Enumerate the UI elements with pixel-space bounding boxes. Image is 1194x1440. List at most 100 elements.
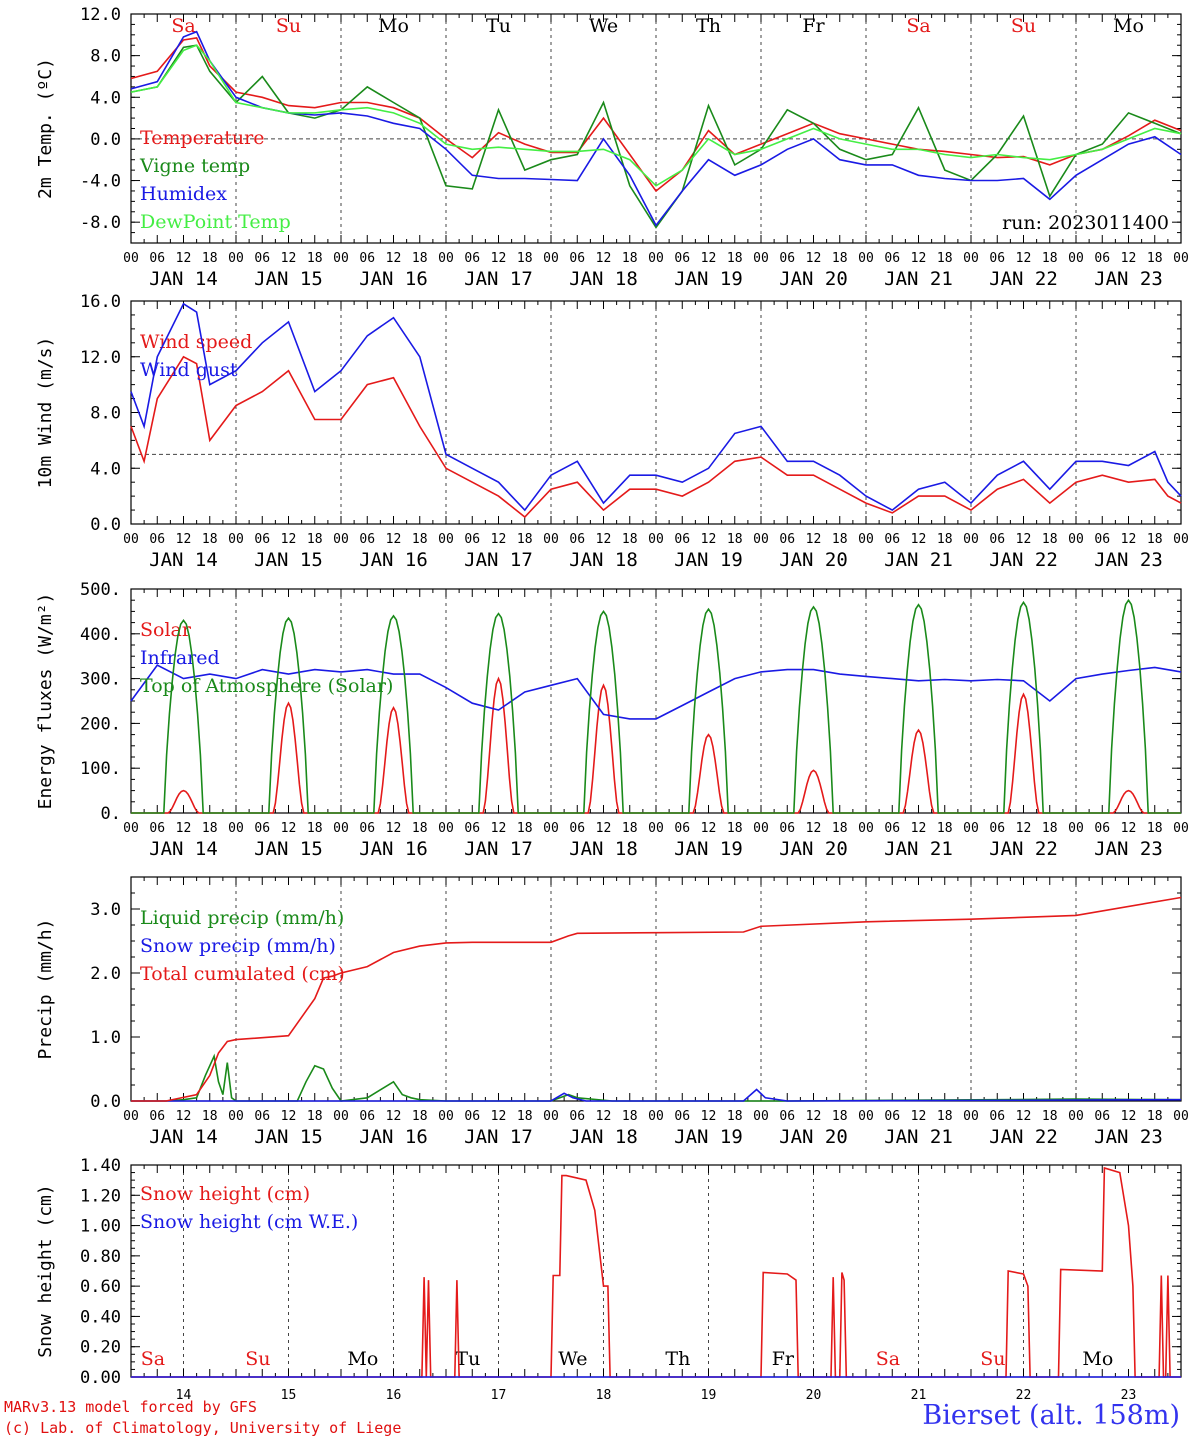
x-day-label: 16 — [386, 1388, 402, 1400]
x-day-label: JAN 15 — [254, 838, 323, 860]
x-hour-label: 00 — [438, 1109, 454, 1124]
weekday-label: We — [589, 15, 618, 37]
x-hour-label: 00 — [123, 251, 139, 266]
y-axis-label: Precip (mm/h) — [35, 919, 56, 1060]
series-line — [131, 1088, 1182, 1102]
x-day-label: 18 — [596, 1388, 612, 1400]
x-day-label: JAN 17 — [464, 268, 533, 290]
weekday-label: Sa — [171, 15, 195, 37]
x-hour-label: 06 — [149, 251, 165, 266]
x-hour-label: 18 — [412, 1109, 428, 1124]
x-hour-label: 06 — [779, 1109, 795, 1124]
x-hour-label: 00 — [123, 821, 139, 836]
y-tick-label: 500. — [80, 580, 121, 600]
x-hour-label: 00 — [438, 821, 454, 836]
panel-1: 12.0 8.0 4.0 0.0 -4.0 -8.0 2m Temp. (ºC) 00 06 12… — [35, 5, 1189, 290]
x-hour-label: 12 — [176, 1109, 192, 1124]
x-hour-label: 18 — [727, 532, 743, 547]
legend-entry: Temperature — [140, 127, 264, 149]
x-day-label: JAN 20 — [779, 1126, 848, 1148]
x-day-label: JAN 18 — [569, 268, 638, 290]
x-hour-label: 06 — [674, 821, 690, 836]
x-day-label: JAN 14 — [149, 268, 218, 290]
x-day-label: 22 — [1016, 1388, 1032, 1400]
weekday-label: Fr — [772, 1348, 795, 1370]
x-hour-label: 12 — [1121, 532, 1137, 547]
series-line — [131, 1166, 1181, 1378]
series-line — [130, 302, 1182, 512]
x-hour-label: 06 — [884, 251, 900, 266]
x-day-label: JAN 18 — [569, 1126, 638, 1148]
x-hour-label: 18 — [517, 532, 533, 547]
x-hour-label: 18 — [1147, 532, 1163, 547]
x-hour-label: 18 — [412, 821, 428, 836]
x-hour-label: 00 — [648, 821, 664, 836]
x-day-label: JAN 19 — [674, 1126, 743, 1148]
x-hour-label: 06 — [359, 821, 375, 836]
x-hour-label: 18 — [832, 1109, 848, 1124]
panel-3: 500. 400. 300. 200. 100. 0. Energy fluxes (W/m… — [35, 580, 1189, 860]
x-day-label: JAN 18 — [569, 549, 638, 571]
y-tick-label: 16.0 — [80, 292, 121, 312]
x-hour-label: 18 — [1042, 821, 1058, 836]
y-tick-label: 12.0 — [80, 5, 121, 25]
series-line — [131, 598, 1181, 814]
x-hour-label: 12 — [281, 532, 297, 547]
x-hour-label: 18 — [832, 821, 848, 836]
x-hour-label: 00 — [543, 1109, 559, 1124]
x-day-label: JAN 14 — [149, 1126, 218, 1148]
x-day-label: JAN 23 — [1094, 838, 1163, 860]
x-day-label: JAN 23 — [1094, 1126, 1163, 1148]
weekday-label: Th — [696, 15, 721, 37]
x-day-label: JAN 19 — [674, 549, 743, 571]
x-day-label: JAN 16 — [359, 838, 428, 860]
weekday-label: Mo — [1082, 1348, 1113, 1370]
x-hour-label: 00 — [1173, 821, 1189, 836]
x-hour-label: 12 — [911, 251, 927, 266]
x-hour-label: 12 — [596, 251, 612, 266]
x-hour-label: 00 — [963, 532, 979, 547]
weekday-label: Sa — [906, 15, 930, 37]
x-hour-label: 00 — [543, 821, 559, 836]
y-tick-label: 8.0 — [90, 47, 121, 67]
y-tick-label: 1.40 — [80, 1156, 121, 1176]
x-hour-label: 12 — [386, 251, 402, 266]
x-day-label: JAN 23 — [1094, 268, 1163, 290]
y-tick-label: 3.0 — [90, 900, 121, 920]
x-hour-label: 00 — [228, 251, 244, 266]
x-hour-label: 12 — [386, 1109, 402, 1124]
x-hour-label: 18 — [937, 532, 953, 547]
x-hour-label: 06 — [884, 1109, 900, 1124]
x-day-label: 20 — [806, 1388, 822, 1400]
x-hour-label: 06 — [1094, 1109, 1110, 1124]
x-hour-label: 00 — [333, 251, 349, 266]
x-hour-label: 00 — [543, 251, 559, 266]
x-hour-label: 18 — [937, 821, 953, 836]
x-hour-label: 06 — [569, 1109, 585, 1124]
panel-5: 1.40 1.20 1.00 0.80 0.60 0.40 0.20 0.00 Snow hei… — [35, 1156, 1182, 1400]
x-hour-label: 00 — [858, 821, 874, 836]
x-day-label: JAN 22 — [989, 268, 1058, 290]
station-name: Bierset (alt. 158m) — [922, 1400, 1180, 1431]
lab-credit: (c) Lab. of Climatology, University of L… — [4, 1419, 402, 1437]
x-hour-label: 18 — [202, 532, 218, 547]
x-hour-label: 18 — [622, 532, 638, 547]
x-hour-label: 18 — [202, 1109, 218, 1124]
x-hour-label: 00 — [753, 251, 769, 266]
x-hour-label: 00 — [753, 1109, 769, 1124]
x-day-label: 14 — [176, 1388, 192, 1400]
series-line — [131, 896, 1182, 1102]
x-hour-label: 06 — [779, 821, 795, 836]
x-hour-label: 12 — [1016, 1109, 1032, 1124]
legend-entry: Wind speed — [140, 331, 252, 353]
x-hour-label: 06 — [359, 1109, 375, 1124]
x-day-label: 19 — [701, 1388, 717, 1400]
y-tick-label: 8.0 — [90, 404, 121, 424]
series-line — [130, 664, 1182, 720]
x-hour-label: 00 — [228, 1109, 244, 1124]
legend-entry: Humidex — [140, 183, 227, 205]
x-hour-label: 18 — [622, 1109, 638, 1124]
x-hour-label: 12 — [806, 251, 822, 266]
x-hour-label: 00 — [1068, 821, 1084, 836]
x-hour-label: 18 — [1042, 1109, 1058, 1124]
